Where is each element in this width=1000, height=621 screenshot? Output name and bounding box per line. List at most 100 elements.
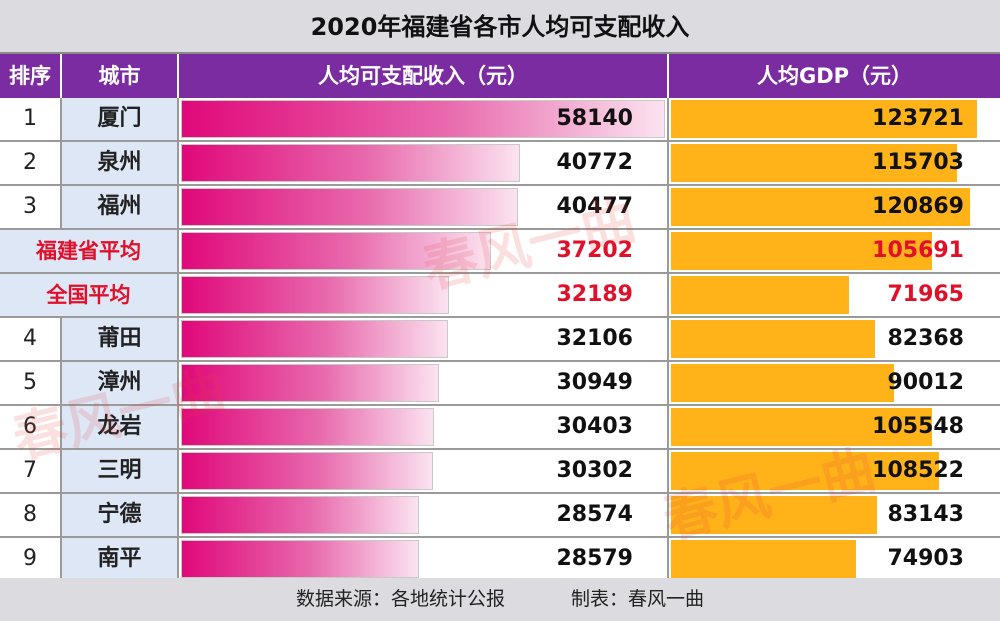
gdp-bar (671, 496, 877, 534)
gdp-bar (671, 232, 932, 270)
income-cell: 37202 (179, 230, 669, 274)
rank-cell: 2 (0, 142, 62, 186)
income-cell: 40772 (179, 142, 669, 186)
row-label-average: 福建省平均 (0, 230, 179, 274)
rank-cell: 8 (0, 494, 62, 538)
gdp-value: 83143 (887, 502, 964, 527)
city-cell: 厦门 (62, 98, 179, 142)
gdp-cell: 123721 (669, 98, 1000, 142)
gdp-value: 71965 (887, 282, 964, 307)
gdp-bar (671, 144, 957, 182)
income-cell: 28579 (179, 538, 669, 582)
city-cell: 宁德 (62, 494, 179, 538)
income-cell: 40477 (179, 186, 669, 230)
table-row: 2 泉州 40772 115703 (0, 142, 1000, 186)
city-cell: 泉州 (62, 142, 179, 186)
footer: 数据来源：各地统计公报 制表：春风一曲 (0, 578, 1000, 621)
rank-cell: 7 (0, 450, 62, 494)
header-income: 人均可支配收入（元） (179, 54, 669, 98)
gdp-cell: 90012 (669, 362, 1000, 406)
income-bar (181, 144, 520, 182)
gdp-value: 105691 (872, 238, 964, 263)
gdp-value: 108522 (872, 458, 964, 483)
gdp-cell: 71965 (669, 274, 1000, 318)
income-cell: 58140 (179, 98, 669, 142)
gdp-value: 105548 (872, 414, 964, 439)
income-cell: 28574 (179, 494, 669, 538)
income-cell: 32189 (179, 274, 669, 318)
gdp-bar (671, 276, 849, 314)
gdp-value: 120869 (872, 194, 964, 219)
gdp-value: 90012 (887, 370, 964, 395)
city-cell: 南平 (62, 538, 179, 582)
income-bar (181, 452, 433, 490)
income-value: 58140 (556, 106, 633, 131)
city-cell: 漳州 (62, 362, 179, 406)
table-row: 8 宁德 28574 83143 (0, 494, 1000, 538)
header-gdp: 人均GDP（元） (669, 54, 1000, 98)
gdp-cell: 105691 (669, 230, 1000, 274)
gdp-bar (671, 320, 875, 358)
income-bar (181, 100, 665, 138)
table-row: 4 莆田 32106 82368 (0, 318, 1000, 362)
page-title: 2020年福建省各市人均可支配收入 (0, 0, 1000, 54)
income-value: 28574 (556, 502, 633, 527)
table-row: 全国平均 32189 71965 (0, 274, 1000, 318)
table-row: 福建省平均 37202 105691 (0, 230, 1000, 274)
income-cell: 30403 (179, 406, 669, 450)
gdp-cell: 83143 (669, 494, 1000, 538)
income-bar (181, 496, 419, 534)
header-rank: 排序 (0, 54, 62, 98)
gdp-bar (671, 364, 894, 402)
gdp-bar (671, 100, 977, 138)
income-value: 30302 (556, 458, 633, 483)
income-cell: 30949 (179, 362, 669, 406)
income-bar (181, 276, 449, 314)
table-row: 9 南平 28579 74903 (0, 538, 1000, 582)
gdp-bar (671, 188, 970, 226)
gdp-bar (671, 540, 856, 578)
header-city: 城市 (62, 54, 179, 98)
income-value: 32189 (556, 282, 633, 307)
gdp-cell: 108522 (669, 450, 1000, 494)
table-row: 1 厦门 58140 123721 (0, 98, 1000, 142)
gdp-cell: 120869 (669, 186, 1000, 230)
rank-cell: 4 (0, 318, 62, 362)
table-row: 6 龙岩 30403 105548 (0, 406, 1000, 450)
income-bar (181, 540, 419, 578)
city-cell: 莆田 (62, 318, 179, 362)
income-bar (181, 364, 439, 402)
income-bar (181, 408, 434, 446)
rank-cell: 6 (0, 406, 62, 450)
income-value: 32106 (556, 326, 633, 351)
city-cell: 三明 (62, 450, 179, 494)
gdp-cell: 82368 (669, 318, 1000, 362)
gdp-cell: 105548 (669, 406, 1000, 450)
gdp-cell: 115703 (669, 142, 1000, 186)
income-value: 37202 (556, 238, 633, 263)
income-bar (181, 232, 491, 270)
rank-cell: 9 (0, 538, 62, 582)
table-row: 3 福州 40477 120869 (0, 186, 1000, 230)
gdp-value: 74903 (887, 546, 964, 571)
gdp-bar (671, 452, 939, 490)
city-cell: 龙岩 (62, 406, 179, 450)
gdp-value: 123721 (872, 106, 964, 131)
city-cell: 福州 (62, 186, 179, 230)
income-value: 30949 (556, 370, 633, 395)
income-cell: 32106 (179, 318, 669, 362)
gdp-cell: 74903 (669, 538, 1000, 582)
table-row: 5 漳州 30949 90012 (0, 362, 1000, 406)
gdp-bar (671, 408, 932, 446)
income-value: 28579 (556, 546, 633, 571)
table-row: 7 三明 30302 108522 (0, 450, 1000, 494)
rank-cell: 1 (0, 98, 62, 142)
income-value: 40477 (556, 194, 633, 219)
gdp-value: 115703 (872, 150, 964, 175)
gdp-value: 82368 (887, 326, 964, 351)
income-bar (181, 188, 518, 226)
row-label-average: 全国平均 (0, 274, 179, 318)
footer-maker: 制表：春风一曲 (571, 588, 705, 610)
rank-cell: 3 (0, 186, 62, 230)
income-value: 30403 (556, 414, 633, 439)
